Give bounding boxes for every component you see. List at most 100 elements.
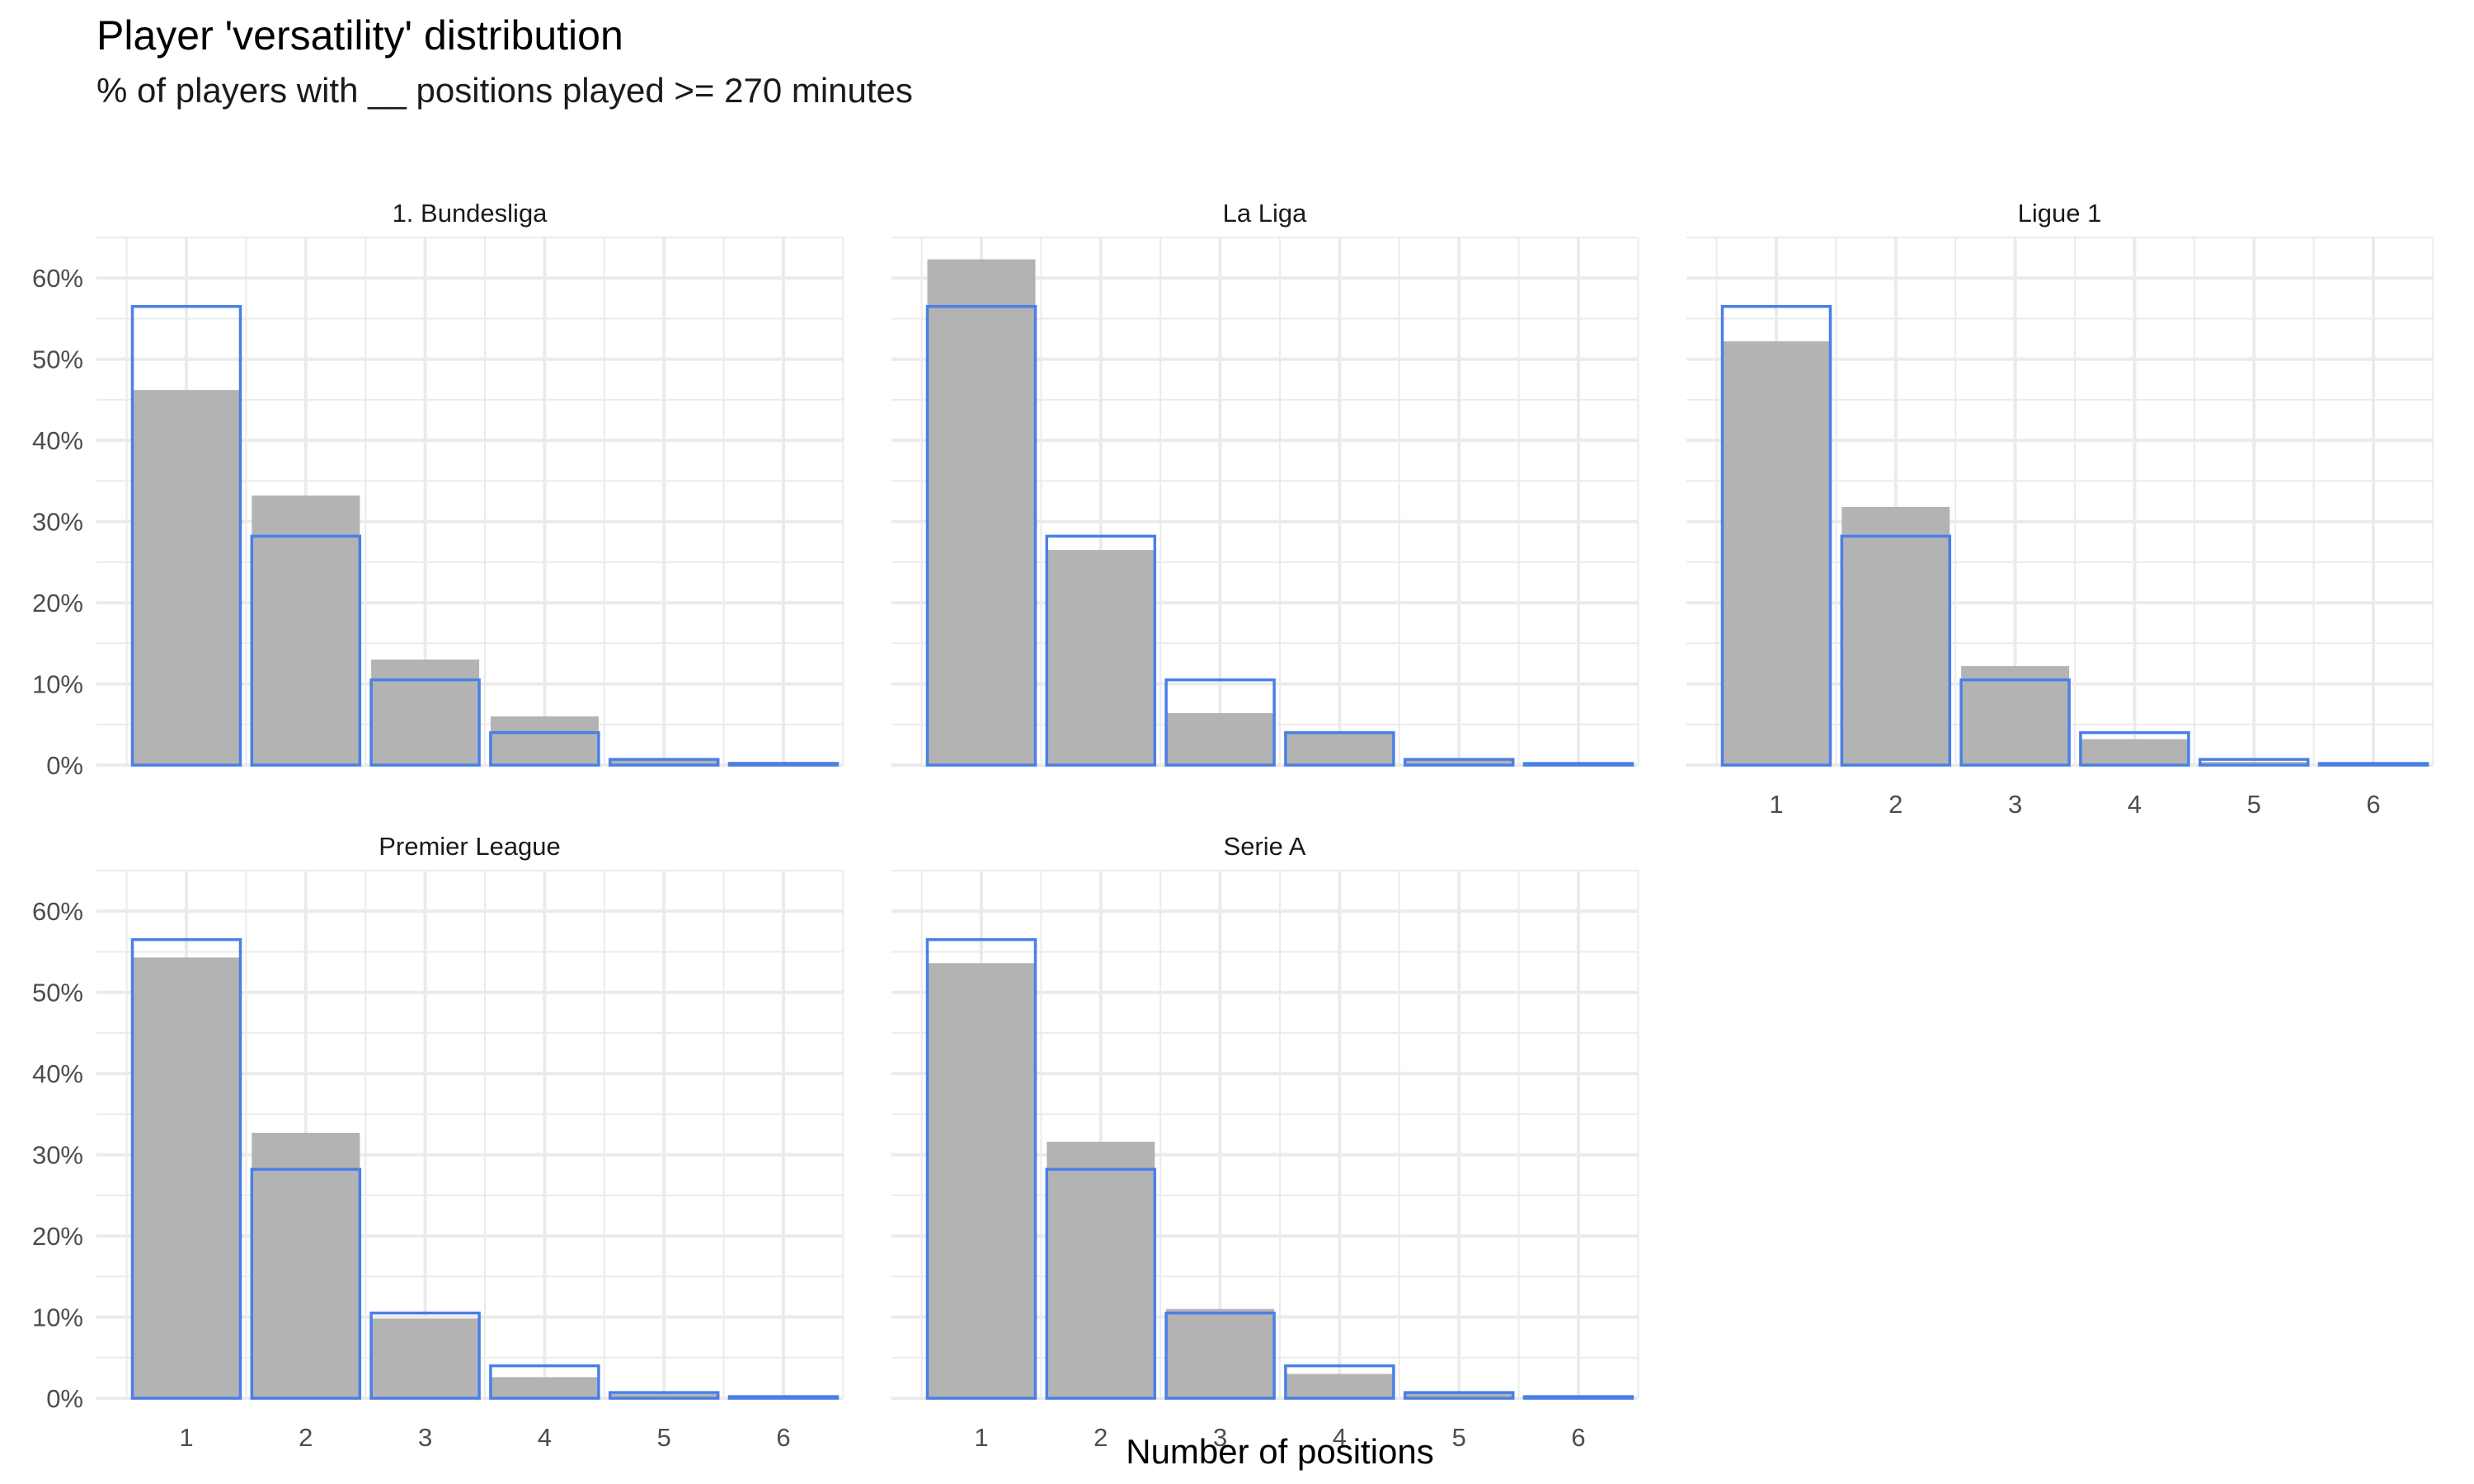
y-tick-label: 20% xyxy=(32,1222,83,1251)
league-bar xyxy=(1285,1374,1394,1398)
x-tick-label: 4 xyxy=(538,1423,552,1452)
overall-outline-bar xyxy=(1284,1364,1395,1400)
league-bar xyxy=(132,957,241,1398)
overall-outline-bar xyxy=(1164,678,1276,767)
overall-outline-bar xyxy=(925,937,1037,1400)
facet-strip-label: La Liga xyxy=(1223,199,1307,228)
league-bar xyxy=(609,1394,718,1398)
y-tick-label: 60% xyxy=(32,264,83,293)
league-bar xyxy=(609,759,718,765)
x-tick-label: 6 xyxy=(1571,1423,1585,1452)
league-bar xyxy=(371,1318,480,1398)
overall-outline-bar xyxy=(1522,1395,1634,1400)
facet-strip-label: 1. Bundesliga xyxy=(393,199,548,228)
league-bar xyxy=(1047,1141,1155,1398)
y-tick-label: 10% xyxy=(32,1303,83,1332)
x-axis-title: Number of positions xyxy=(1126,1432,1434,1471)
overall-outline-bar xyxy=(1959,678,2071,767)
overall-outline-bar xyxy=(130,937,242,1400)
overall-outline-bar xyxy=(1840,534,1952,767)
chart-title: Player 'versatility' distribution xyxy=(96,12,623,59)
y-tick-label: 0% xyxy=(46,1384,83,1413)
x-tick-label: 6 xyxy=(776,1423,790,1452)
x-tick-label: 2 xyxy=(1094,1423,1108,1452)
league-bar xyxy=(2080,739,2189,765)
y-tick-label: 20% xyxy=(32,589,83,618)
overall-outline-bar xyxy=(369,1311,481,1400)
facet-strip-label: Premier League xyxy=(379,832,561,861)
overall-outline-bar xyxy=(250,534,362,767)
league-bar xyxy=(927,963,1036,1398)
league-bar xyxy=(252,495,360,765)
league-bar xyxy=(1166,1308,1275,1398)
league-bar xyxy=(132,390,241,765)
overall-outline-bar xyxy=(1164,1311,1276,1400)
overall-outline-bar xyxy=(1522,762,1634,767)
y-tick-label: 0% xyxy=(46,751,83,780)
overall-outline-bar xyxy=(1403,1391,1515,1400)
x-tick-label: 5 xyxy=(1452,1423,1466,1452)
league-bar xyxy=(490,1377,599,1398)
x-tick-label: 2 xyxy=(1888,790,1903,819)
overall-outline-bar xyxy=(1045,534,1157,767)
y-tick-label: 50% xyxy=(32,345,83,374)
league-bar xyxy=(1404,759,1513,765)
x-tick-label: 6 xyxy=(2366,790,2380,819)
x-tick-label: 1 xyxy=(974,1423,988,1452)
x-tick-label: 1 xyxy=(179,1423,193,1452)
overall-outline-bar xyxy=(130,304,242,767)
y-tick-label: 50% xyxy=(32,979,83,1007)
facet-strip-label: Serie A xyxy=(1224,832,1306,861)
x-tick-label: 3 xyxy=(418,1423,432,1452)
overall-outline-bar xyxy=(2317,762,2429,767)
league-bar xyxy=(1841,506,1950,765)
facet-strip-label: Ligue 1 xyxy=(2018,199,2102,228)
overall-outline-bar xyxy=(727,1395,840,1400)
league-bar xyxy=(1722,341,1831,765)
league-bar xyxy=(1404,1393,1513,1398)
league-bar xyxy=(490,716,599,765)
overall-outline-bar xyxy=(608,758,720,767)
x-tick-label: 5 xyxy=(2247,790,2261,819)
x-tick-label: 3 xyxy=(2008,790,2022,819)
y-tick-label: 30% xyxy=(32,1141,83,1170)
overall-outline-bar xyxy=(250,1167,362,1400)
x-tick-label: 4 xyxy=(1333,1423,1347,1452)
overall-outline-bar xyxy=(727,762,840,767)
overall-outline-bar xyxy=(1720,304,1832,767)
overall-outline-bar xyxy=(2079,730,2190,767)
league-bar xyxy=(2199,762,2308,765)
overall-outline-bar xyxy=(489,730,600,767)
overall-outline-bar xyxy=(925,304,1037,767)
league-bar xyxy=(1285,731,1394,765)
x-tick-label: 2 xyxy=(299,1423,313,1452)
y-tick-label: 40% xyxy=(32,1059,83,1088)
league-bar xyxy=(1166,712,1275,765)
x-tick-label: 5 xyxy=(657,1423,671,1452)
facet-panel: Ligue 1 1 2 3 4 5 6 xyxy=(1686,199,2434,819)
overall-outline-bar xyxy=(369,678,481,767)
facet-panel: Premier League 0% 10% 20% 30% 40% 50% 60% 1 2 3 4 5 6 xyxy=(32,832,844,1452)
overall-outline-bar xyxy=(2198,758,2310,767)
y-tick-label: 10% xyxy=(32,670,83,699)
league-bar xyxy=(927,259,1036,766)
y-tick-label: 30% xyxy=(32,508,83,537)
chart-subtitle: % of players with __ positions played >=… xyxy=(96,71,913,110)
overall-outline-bar xyxy=(1403,758,1515,767)
y-tick-label: 60% xyxy=(32,897,83,926)
overall-outline-bar xyxy=(1284,730,1395,767)
x-tick-label: 1 xyxy=(1769,790,1783,819)
league-bar xyxy=(252,1133,360,1398)
league-bar xyxy=(1047,550,1155,765)
league-bar xyxy=(371,660,480,765)
overall-outline-bar xyxy=(489,1364,600,1400)
facet-panel: La Liga xyxy=(891,199,1639,767)
y-tick-label: 40% xyxy=(32,426,83,455)
overall-outline-bar xyxy=(608,1391,720,1400)
overall-outline-bar xyxy=(1045,1167,1157,1400)
facet-panel: Serie A 1 2 3 4 5 6 xyxy=(891,832,1639,1452)
x-tick-label: 4 xyxy=(2128,790,2142,819)
x-tick-label: 3 xyxy=(1213,1423,1227,1452)
